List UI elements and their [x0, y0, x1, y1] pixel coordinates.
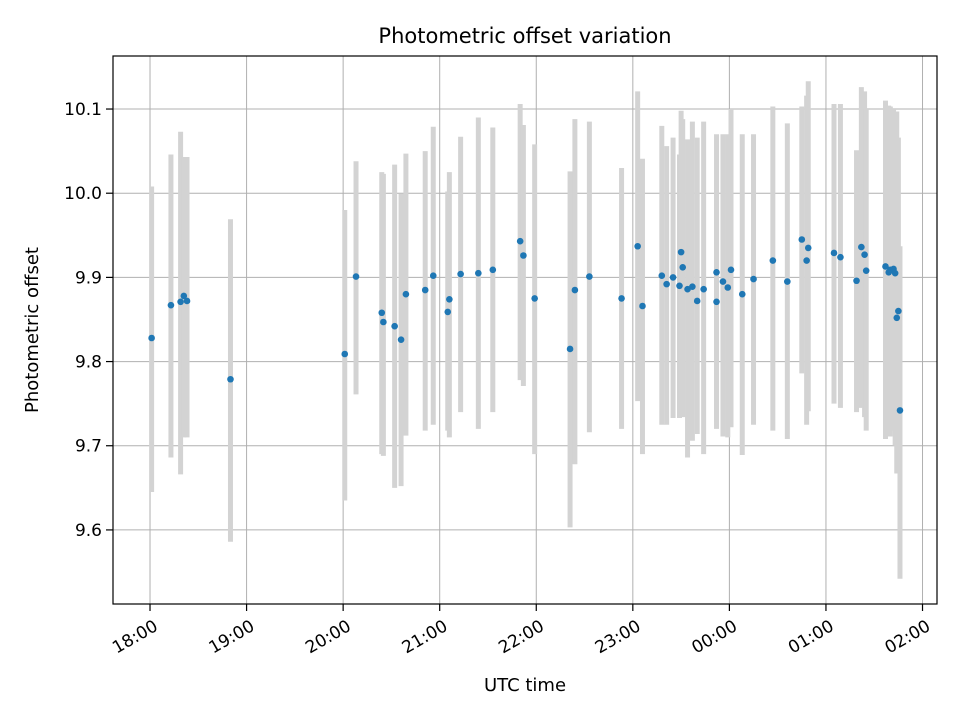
- data-point: [713, 298, 720, 306]
- data-point: [446, 295, 453, 303]
- data-point: [862, 267, 870, 274]
- data-point: [738, 290, 746, 298]
- data-point: [700, 285, 707, 293]
- data-point: [784, 278, 791, 285]
- data-point: [830, 249, 838, 257]
- data-point: [679, 263, 687, 271]
- y-axis-label: Photometric offset: [22, 247, 43, 413]
- data-point: [669, 274, 677, 281]
- data-point: [380, 318, 387, 326]
- data-point: [516, 237, 524, 245]
- data-point: [891, 269, 899, 277]
- error-bars: [149, 81, 903, 579]
- data-point: [750, 275, 757, 283]
- data-point: [663, 280, 670, 288]
- data-point: [804, 244, 812, 252]
- y-tick-label: 9.9: [75, 268, 102, 288]
- data-point: [618, 295, 625, 302]
- data-point: [724, 284, 732, 291]
- data-point: [861, 251, 868, 258]
- data-point: [391, 322, 398, 330]
- y-axis-ticks: 9.6 9.7 9.8 9.9 10.0 10.1: [64, 100, 113, 541]
- data-point: [227, 375, 234, 383]
- data-point: [893, 314, 901, 322]
- data-points: [148, 236, 904, 414]
- data-point: [693, 297, 701, 305]
- data-point: [402, 290, 410, 298]
- data-point: [713, 269, 720, 276]
- data-point: [676, 282, 683, 290]
- data-point: [475, 269, 482, 277]
- y-tick-label: 9.6: [75, 521, 102, 541]
- data-point: [719, 278, 727, 285]
- x-tick-label: 21:00: [399, 616, 451, 658]
- data-point: [177, 298, 184, 306]
- y-tick-label: 9.7: [75, 437, 102, 457]
- data-point: [489, 266, 497, 274]
- data-point: [531, 295, 538, 302]
- x-axis-label: UTC time: [484, 675, 566, 696]
- data-point: [689, 283, 696, 290]
- y-tick-label: 10.1: [64, 100, 102, 120]
- x-axis-ticks: 18:00 19:00 20:00 21:00 22:00 23:00 00:00 01:00…: [109, 604, 934, 658]
- plot-frame: [112, 55, 938, 605]
- data-point: [520, 252, 527, 259]
- data-point: [421, 286, 429, 294]
- data-point: [397, 336, 405, 343]
- x-tick-label: 22:00: [495, 616, 547, 658]
- data-point: [148, 334, 155, 342]
- data-point: [457, 270, 464, 278]
- x-tick-label: 18:00: [109, 616, 161, 658]
- data-point: [769, 257, 777, 264]
- data-point: [677, 248, 685, 256]
- data-point: [352, 273, 360, 280]
- x-tick-label: 00:00: [688, 616, 740, 658]
- data-point: [896, 407, 904, 414]
- data-point: [444, 308, 452, 316]
- x-tick-label: 01:00: [785, 616, 837, 658]
- data-point: [882, 263, 889, 270]
- data-point: [853, 277, 860, 285]
- data-point: [639, 302, 646, 310]
- data-point: [378, 309, 386, 317]
- chart-title: Photometric offset variation: [378, 24, 671, 48]
- x-tick-label: 02:00: [882, 616, 934, 658]
- data-point: [180, 292, 188, 300]
- data-point: [571, 286, 579, 294]
- x-tick-label: 20:00: [302, 616, 354, 658]
- data-point: [566, 345, 574, 353]
- data-point: [798, 236, 806, 243]
- data-point: [634, 242, 641, 250]
- y-tick-label: 9.8: [75, 353, 102, 373]
- x-tick-label: 23:00: [592, 616, 644, 658]
- data-point: [837, 253, 844, 261]
- data-point: [183, 297, 191, 305]
- data-point: [858, 243, 865, 251]
- y-tick-label: 10.0: [64, 184, 102, 204]
- data-point: [658, 272, 666, 280]
- x-tick-label: 19:00: [206, 616, 258, 658]
- data-point: [167, 301, 175, 309]
- data-point: [895, 307, 902, 315]
- data-point: [727, 266, 735, 274]
- data-point: [803, 257, 810, 264]
- data-point: [586, 273, 593, 280]
- data-point: [429, 272, 437, 280]
- data-point: [341, 350, 349, 358]
